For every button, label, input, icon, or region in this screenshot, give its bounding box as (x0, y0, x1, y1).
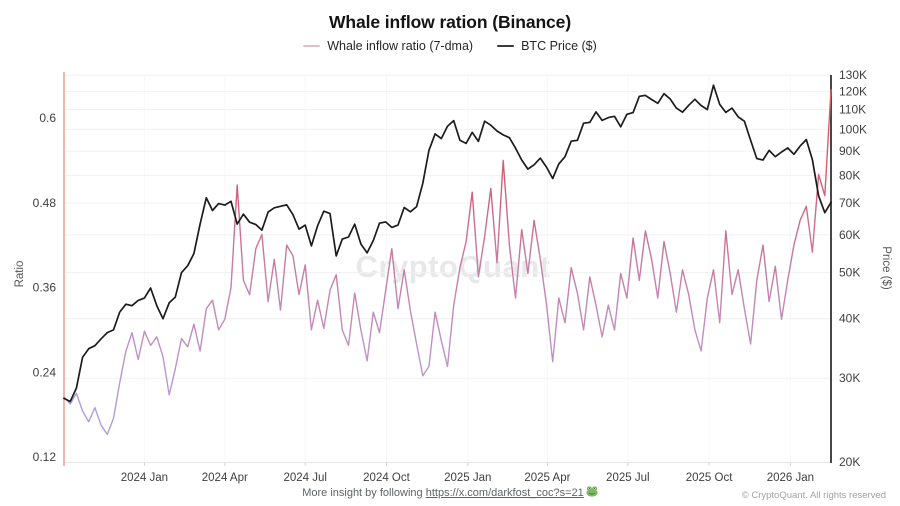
legend-label-btc: BTC Price ($) (521, 39, 597, 53)
price-tick-label: 30K (839, 371, 860, 385)
footer-text: More insight by following (302, 487, 426, 499)
legend-item-whale-inflow-ratio[interactable]: Whale inflow ratio (7-dma) (303, 39, 473, 53)
whale-inflow-ratio-line (63, 89, 832, 436)
price-tick-label: 110K (839, 103, 866, 117)
x-tick-label: 2024 Apr (202, 472, 248, 484)
page-title: Whale inflow ration (Binance) (328, 12, 572, 32)
price-tick-label: 60K (839, 228, 860, 242)
price-tick-label: 20K (839, 455, 860, 469)
btc-series-swatch-icon (497, 45, 515, 47)
x-tick-label: 2024 Jul (283, 472, 326, 484)
price-tick-label: 120K (839, 85, 867, 99)
footer-note: More insight by following https://x.com/… (0, 486, 900, 500)
ratio-tick-label: 0.24 (33, 365, 57, 379)
legend: Whale inflow ratio (7-dma) BTC Price ($) (0, 39, 900, 53)
price-tick-label: 100K (839, 122, 867, 136)
ratio-tick-label: 0.36 (33, 281, 57, 295)
ratio-tick-label: 0.6 (39, 111, 56, 125)
x-tick-label: 2024 Oct (363, 472, 410, 484)
x-tick-label: 2025 Oct (686, 472, 733, 484)
ratio-series-swatch-icon (303, 45, 321, 47)
copyright-text: © CryptoQuant. All rights reserved (741, 490, 886, 501)
x-tick-label: 2025 Jul (606, 472, 649, 484)
price-tick-label: 80K (839, 168, 860, 182)
ratio-tick-label: 0.12 (33, 450, 57, 464)
price-tick-label: 40K (839, 312, 860, 326)
frog-emoji-icon (586, 486, 598, 500)
btc-price-line (63, 84, 832, 403)
x-tick-label: 2025 Apr (524, 472, 570, 484)
footer-link[interactable]: https://x.com/darkfost_coc?s=21 (425, 487, 584, 499)
legend-item-btc-price[interactable]: BTC Price ($) (497, 39, 597, 53)
x-tick-label: 2024 Jan (121, 472, 168, 484)
price-tick-label: 70K (839, 196, 860, 210)
ratio-tick-label: 0.48 (33, 196, 57, 210)
legend-label-ratio: Whale inflow ratio (7-dma) (327, 39, 474, 53)
right-axis-title: Price ($) (880, 246, 892, 290)
x-tick-label: 2026 Jan (767, 472, 814, 484)
x-tick-label: 2025 Jan (444, 472, 491, 484)
price-tick-label: 50K (839, 266, 860, 280)
price-tick-label: 130K (839, 68, 867, 82)
price-tick-label: 90K (839, 144, 860, 158)
left-axis-title: Ratio (14, 260, 26, 288)
